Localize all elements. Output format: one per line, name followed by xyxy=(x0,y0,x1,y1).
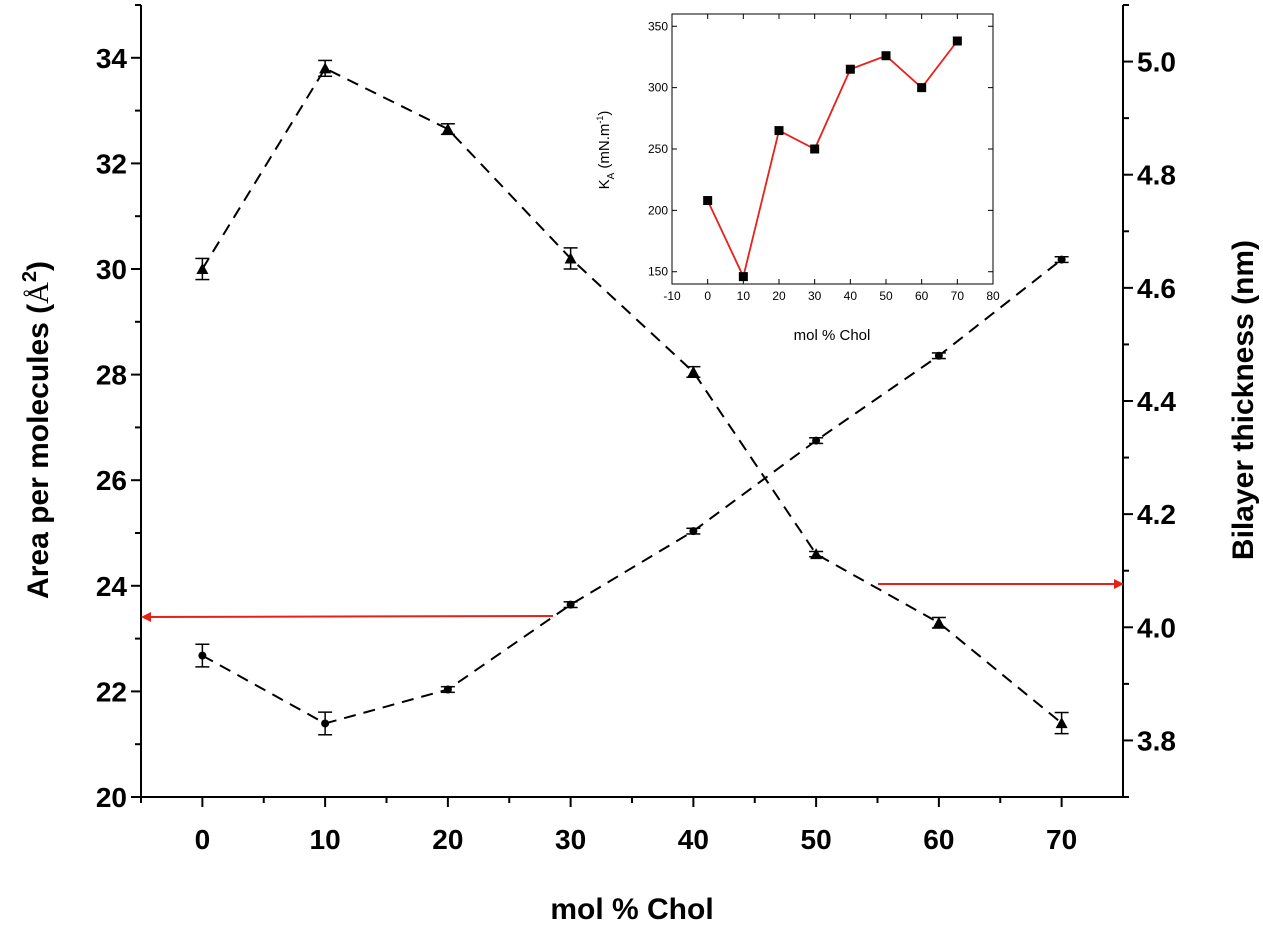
main-y-left-tick-label: 34 xyxy=(96,43,128,74)
data-point-triangle xyxy=(196,263,209,274)
data-point-circle xyxy=(566,600,575,609)
main-x-tick-label: 20 xyxy=(432,824,463,855)
main-y-left-axis-label: Area per molecules (Å2) xyxy=(19,261,55,599)
inset-series-line xyxy=(706,40,959,280)
series-line-circle xyxy=(201,258,1063,725)
main-y-left-tick-label: 26 xyxy=(96,465,127,496)
main-y-right-axis-label: Bilayer thickness (nm) xyxy=(1227,240,1260,560)
data-point-circle xyxy=(321,719,330,728)
inset-x-tick-label: 20 xyxy=(772,289,786,303)
main-ticks: 0 10 20 30 40 50 60 70 20 22 24 26 28 30 32 34 3.8 4.0 4.2… xyxy=(96,4,1176,855)
inset-data-point-square xyxy=(703,196,713,206)
inset-frame xyxy=(671,13,994,285)
main-y-right-tick-label: 4.0 xyxy=(1137,612,1176,643)
main-x-tick-label: 60 xyxy=(923,824,954,855)
inset-y-tick-label: 150 xyxy=(648,265,668,279)
data-point-circle xyxy=(934,351,943,360)
data-point-circle xyxy=(689,527,698,536)
inset-y-tick-label: 300 xyxy=(648,81,668,95)
data-point-triangle xyxy=(319,62,332,74)
inset-data-point-square xyxy=(810,144,820,154)
inset-x-tick-label: 70 xyxy=(951,289,965,303)
main-y-right-tick-label: 3.8 xyxy=(1137,725,1176,756)
inset-y-tick-label: 250 xyxy=(648,142,668,156)
main-y-left-tick-label: 22 xyxy=(96,676,127,707)
inset-y-tick-label: 200 xyxy=(648,203,668,217)
main-y-left-tick-label: 32 xyxy=(96,148,127,179)
inset-x-tick-label: 60 xyxy=(915,289,929,303)
inset-x-tick-label: 40 xyxy=(844,289,858,303)
data-point-circle xyxy=(198,651,207,660)
data-point-triangle xyxy=(810,548,823,560)
main-y-left-tick-label: 20 xyxy=(96,782,127,813)
data-point-triangle xyxy=(1055,717,1068,729)
main-y-left-tick-label: 24 xyxy=(96,571,128,602)
inset-data-point-square xyxy=(952,36,962,46)
inset-y-tick-label: 350 xyxy=(648,19,668,33)
inset-x-tick-label: 50 xyxy=(879,289,893,303)
data-point-triangle xyxy=(687,365,700,377)
main-series xyxy=(195,59,1069,736)
data-point-circle xyxy=(1057,255,1066,264)
data-point-circle xyxy=(812,436,821,445)
arrow-to-left-axis xyxy=(141,611,554,622)
data-point-triangle xyxy=(441,123,454,135)
inset-ticks: -10 0 10 20 30 40 50 60 70 80 150 200 250 300 350 xyxy=(648,14,1000,303)
inset-data-point-square xyxy=(738,272,748,282)
inset-series xyxy=(703,36,962,282)
main-y-right-tick-label: 5.0 xyxy=(1137,47,1176,78)
inset-x-tick-label: 10 xyxy=(737,289,751,303)
main-x-tick-label: 30 xyxy=(555,824,586,855)
main-y-right-tick-label: 4.2 xyxy=(1137,499,1176,530)
main-x-tick-label: 0 xyxy=(195,824,211,855)
main-x-tick-label: 10 xyxy=(310,824,341,855)
main-y-left-tick-label: 28 xyxy=(96,360,127,391)
main-y-right-tick-label: 4.8 xyxy=(1137,160,1176,191)
inset-x-tick-label: 80 xyxy=(986,289,1000,303)
inset-data-point-square xyxy=(774,126,784,136)
inset-x-tick-label: 0 xyxy=(704,289,711,303)
inset-x-tick-label: 30 xyxy=(808,289,822,303)
inset-x-axis-label: mol % Chol xyxy=(794,327,871,344)
main-y-right-tick-label: 4.6 xyxy=(1137,273,1176,304)
main-x-tick-label: 70 xyxy=(1046,824,1077,855)
main-x-axis-label: mol % Chol xyxy=(550,893,713,926)
main-y-left-tick-label: 30 xyxy=(96,254,127,285)
main-y-right-tick-label: 4.4 xyxy=(1137,386,1176,417)
inset-data-point-square xyxy=(881,51,891,61)
inset-x-tick-label: -10 xyxy=(663,289,681,303)
main-x-tick-label: 50 xyxy=(801,824,832,855)
main-x-tick-label: 40 xyxy=(678,824,709,855)
data-point-triangle xyxy=(564,252,577,264)
inset-data-point-square xyxy=(845,64,855,74)
data-point-triangle xyxy=(932,616,945,628)
data-point-circle xyxy=(443,685,452,694)
inset-y-axis-label: KA (mN.m-1) xyxy=(595,111,617,190)
inset-data-point-square xyxy=(917,83,927,93)
